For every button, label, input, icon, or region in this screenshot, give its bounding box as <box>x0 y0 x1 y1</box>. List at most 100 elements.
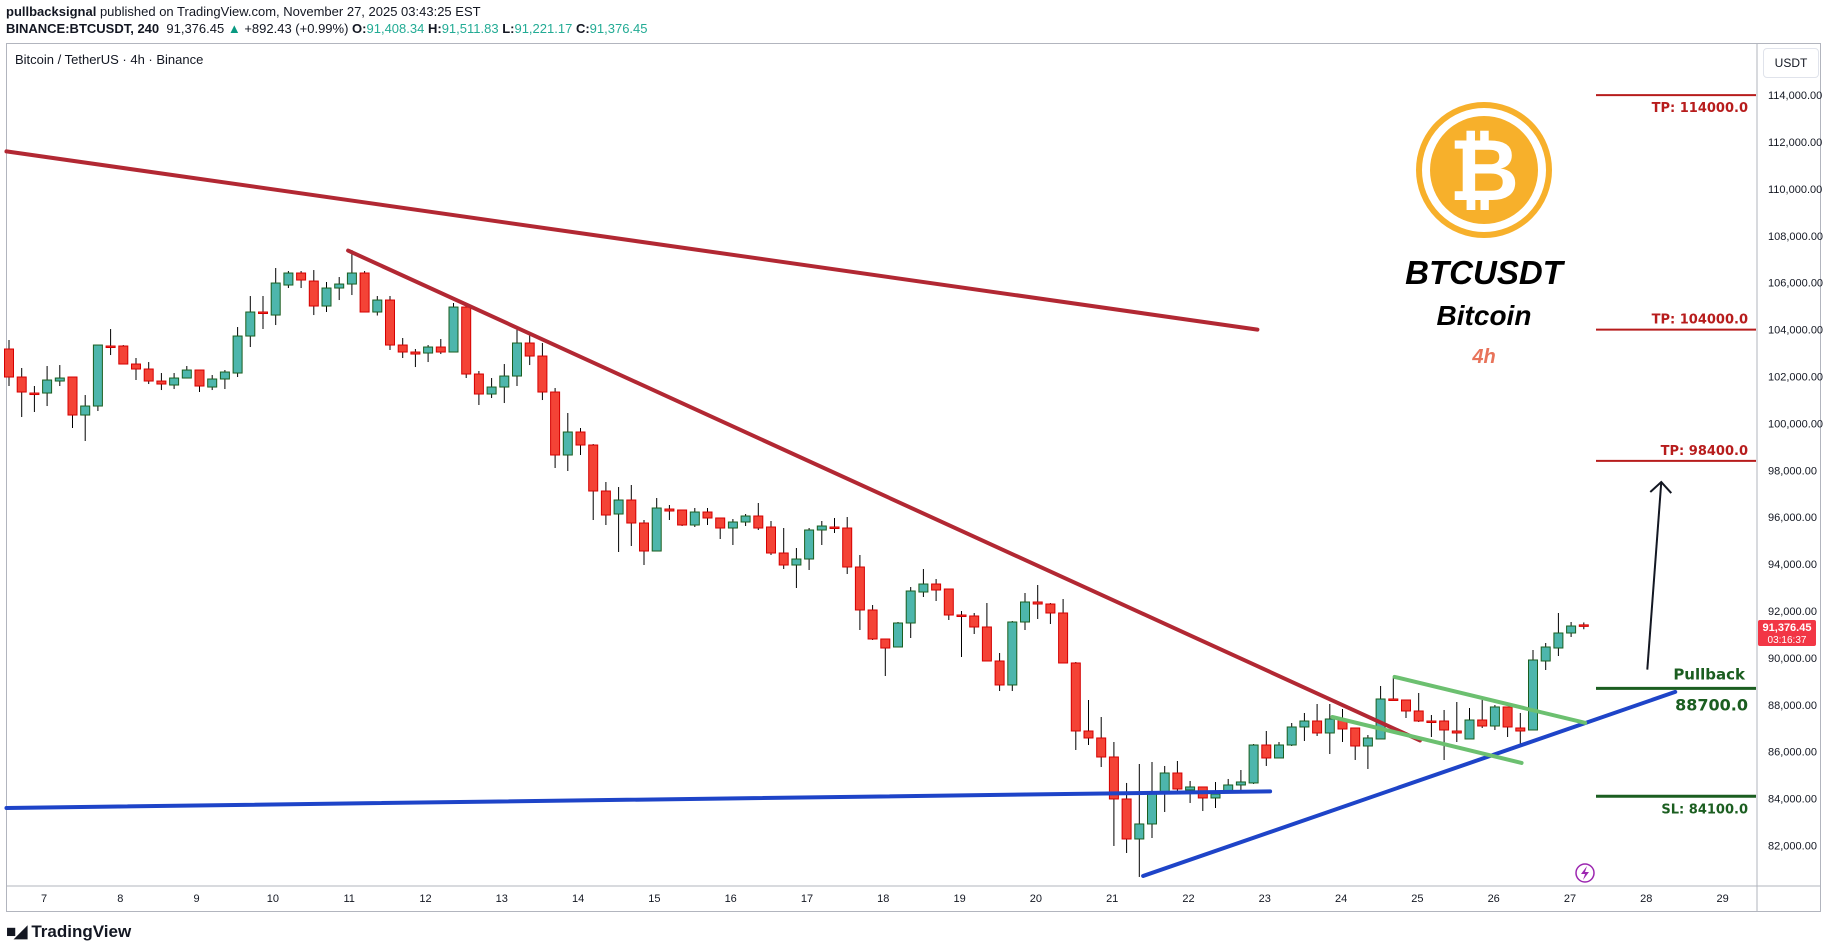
price-tick: 94,000.00 <box>1768 559 1817 571</box>
time-tick: 10 <box>267 893 279 905</box>
candle <box>791 548 802 588</box>
time-tick: 21 <box>1106 893 1118 905</box>
candlestick-series <box>4 250 1589 877</box>
candle <box>486 378 497 399</box>
svg-text:91,376.45: 91,376.45 <box>1763 622 1812 634</box>
close-value: 91,376.45 <box>589 21 648 36</box>
arrow-shaft[interactable] <box>1646 481 1663 670</box>
arrow-head-icon <box>1649 480 1673 494</box>
candle <box>727 519 738 546</box>
candle <box>918 569 929 598</box>
candle <box>969 612 980 635</box>
candle <box>524 335 535 366</box>
candle <box>651 498 662 552</box>
candle <box>1248 743 1259 784</box>
candle <box>1426 715 1437 737</box>
tradingview-logo[interactable]: ■◢ TradingView <box>6 922 131 942</box>
long-term-resistance-line[interactable] <box>4 149 1260 332</box>
level-label: TP: 98400.0 <box>1661 444 1748 459</box>
price-tick: 102,000.00 <box>1768 372 1823 384</box>
candle <box>473 371 484 406</box>
bitcoin-logo-icon: ₿ <box>1416 102 1552 238</box>
candle <box>308 270 319 316</box>
price-tick: 114,000.00 <box>1768 90 1822 102</box>
candle <box>1045 603 1056 624</box>
candle <box>118 345 129 365</box>
candle <box>664 505 675 521</box>
candle <box>981 603 992 662</box>
rising-support-line[interactable] <box>1141 689 1678 878</box>
candle <box>537 343 548 401</box>
candle <box>1337 708 1348 742</box>
time-tick: 20 <box>1030 893 1042 905</box>
publish-info: pullbacksignal published on TradingView.… <box>6 4 481 19</box>
candle <box>1058 598 1069 664</box>
candle <box>42 366 53 407</box>
chart-legend[interactable]: Bitcoin / TetherUS · 4h · Binance <box>15 52 204 67</box>
publisher-name[interactable]: pullbacksignal <box>6 4 97 19</box>
currency-button[interactable]: USDT <box>1763 48 1819 78</box>
time-axis-ticks[interactable]: 7 8 9 10 11 12 13 14 15 16 17 18 19 20 21 22 23 24 25 26 27 2… <box>41 893 1729 905</box>
price-tick: 96,000.00 <box>1768 512 1817 524</box>
level-label: 88700.0 <box>1675 695 1748 714</box>
candle <box>1413 692 1424 722</box>
candle <box>677 509 688 527</box>
time-tick: 19 <box>953 893 965 905</box>
candle <box>207 375 218 391</box>
candle <box>156 373 167 391</box>
candle <box>1401 699 1411 719</box>
candle <box>1172 760 1183 793</box>
time-tick: 23 <box>1259 893 1271 905</box>
flag-upper-line[interactable] <box>1392 674 1588 725</box>
lightning-icon[interactable] <box>1575 863 1595 883</box>
open-value: 91,408.34 <box>366 21 425 36</box>
candle <box>1388 677 1399 701</box>
price-tick: 100,000.00 <box>1768 418 1823 430</box>
overlay-ticker: BTCUSDT <box>1405 254 1563 291</box>
candle <box>1020 592 1030 630</box>
candle <box>499 364 510 404</box>
candle <box>1032 584 1043 619</box>
candle <box>829 517 840 534</box>
symbol-info: BINANCE:BTCUSDT, 240 91,376.45 ▲ +892.43… <box>6 21 648 36</box>
candle <box>588 444 599 521</box>
time-tick: 29 <box>1716 893 1728 905</box>
candle <box>893 621 903 648</box>
candle <box>410 349 421 368</box>
time-tick: 18 <box>877 893 889 905</box>
candle <box>1147 761 1157 838</box>
candle <box>778 528 789 570</box>
candle <box>1210 781 1221 808</box>
candle <box>956 611 967 657</box>
candle <box>181 366 192 379</box>
time-tick: 11 <box>343 893 354 905</box>
candle <box>766 520 776 556</box>
candle <box>816 520 827 546</box>
time-tick: 22 <box>1182 893 1194 905</box>
candle <box>1312 704 1323 736</box>
candle <box>372 296 383 316</box>
horizontal-support-line[interactable] <box>4 789 1273 810</box>
candle <box>702 508 713 526</box>
chart-frame <box>6 43 1821 912</box>
candle <box>1007 620 1018 691</box>
tradingview-brand: TradingView <box>31 922 132 941</box>
price-axis-ticks[interactable]: 114,000.00 112,000.00 110,000.00 108,000.00… <box>1768 90 1823 852</box>
time-tick: 9 <box>194 893 200 905</box>
candle <box>1274 741 1284 759</box>
flag-lower-line[interactable] <box>1330 714 1524 765</box>
symbol-label: BINANCE:BTCUSDT, 240 <box>6 21 160 36</box>
candle <box>715 517 726 540</box>
high-label: H: <box>427 21 442 36</box>
candle <box>1502 706 1513 737</box>
current-price-tag: 91,376.45 03:16:37 <box>1758 620 1816 646</box>
candle <box>435 339 446 355</box>
descending-resistance-line[interactable] <box>346 248 1422 743</box>
time-tick: 13 <box>496 893 508 905</box>
level-label: SL: 84100.0 <box>1661 802 1748 817</box>
target-arrow <box>1646 480 1673 670</box>
overlay-name: Bitcoin <box>1436 300 1532 331</box>
price-tick: 98,000.00 <box>1768 465 1817 477</box>
candle <box>639 520 649 566</box>
